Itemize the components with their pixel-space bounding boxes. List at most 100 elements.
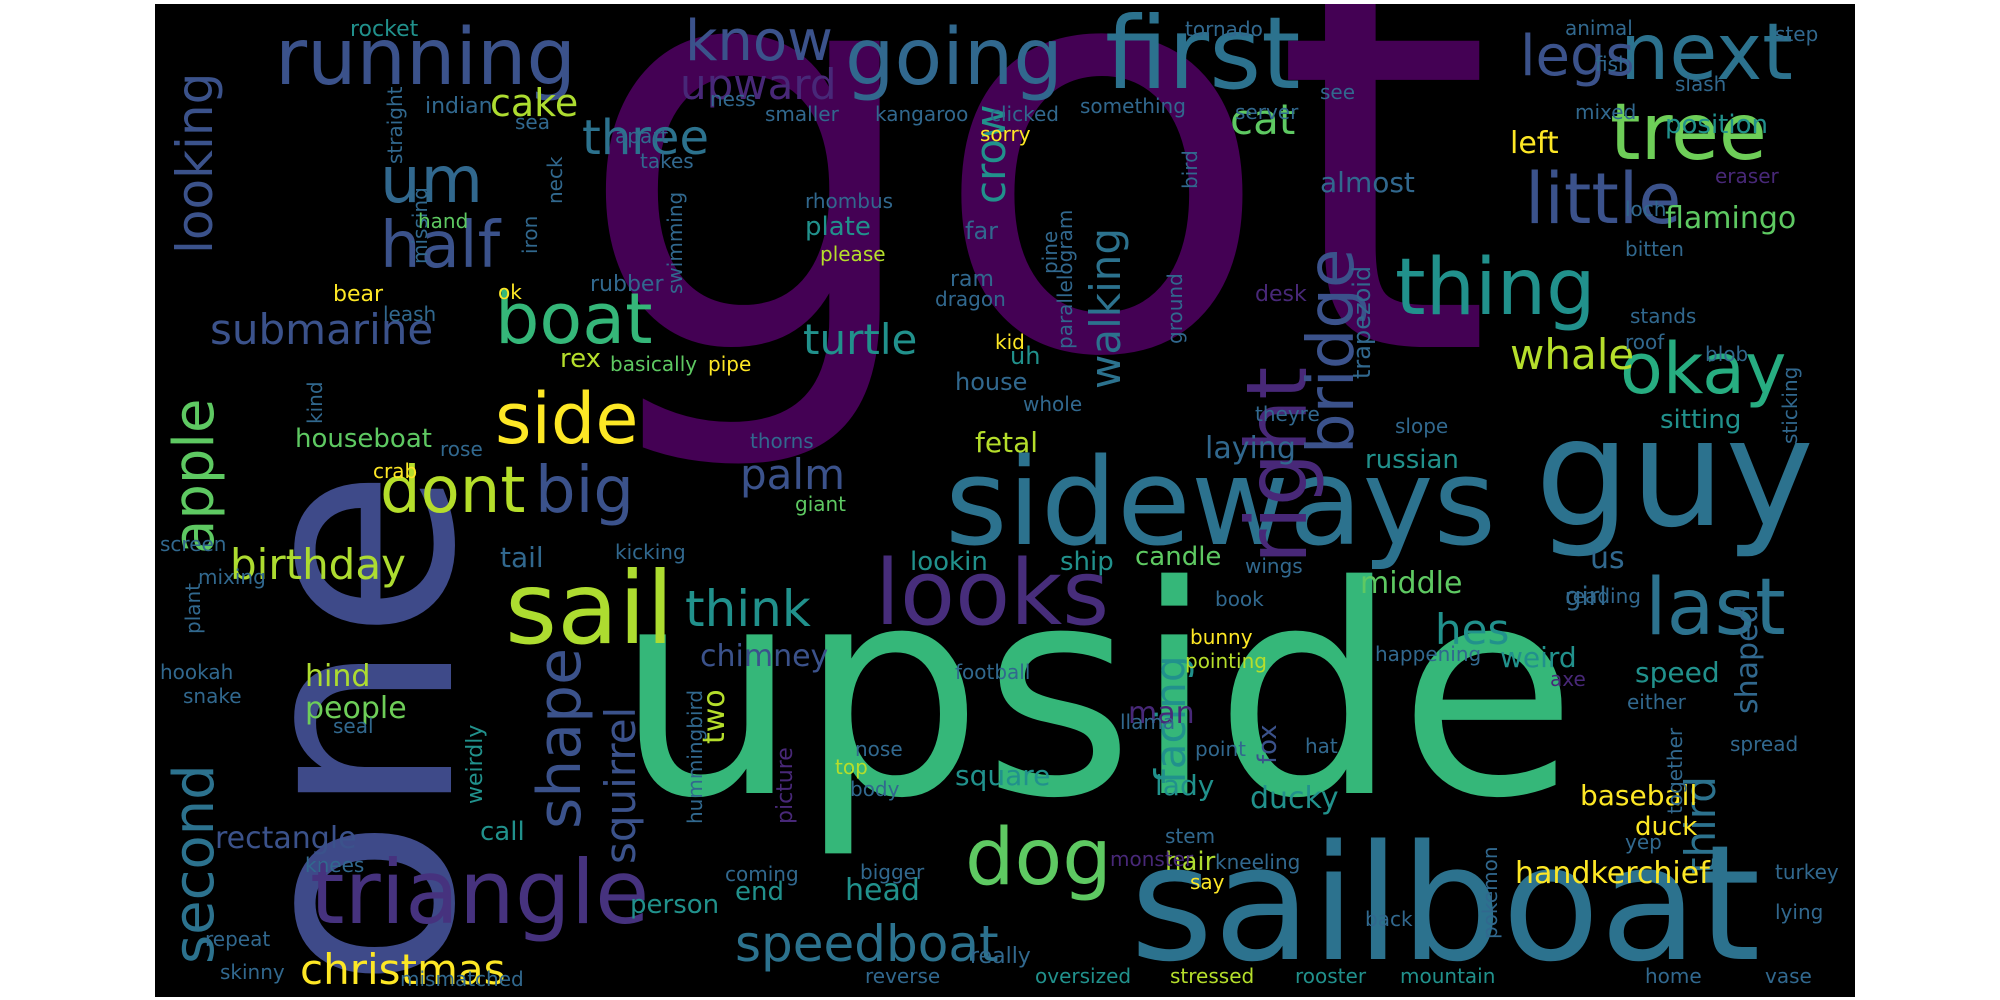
word-three: three (582, 110, 709, 166)
word-going: going (845, 13, 1063, 103)
word-legs: legs (1520, 24, 1635, 89)
word-person: person (630, 890, 720, 920)
word-shaped: shaped (1730, 604, 1765, 714)
word-hind: hind (305, 659, 371, 694)
word-sticking: sticking (1778, 366, 1802, 444)
word-lady: lady (1155, 769, 1215, 802)
word-mountain: mountain (1400, 964, 1496, 988)
word-top: top (835, 755, 868, 779)
word-say: say (1190, 870, 1225, 894)
word-kind: kind (303, 381, 327, 424)
word-almost: almost (1320, 166, 1415, 199)
word-sideways: sideways (945, 434, 1497, 573)
word-plant: plant (181, 582, 205, 634)
word-christmas: christmas (300, 945, 506, 994)
word-football: football (955, 660, 1031, 684)
word-giant: giant (795, 492, 847, 516)
word-triangle: triangle (310, 841, 650, 944)
word-pipe: pipe (708, 352, 752, 376)
word-cloud-canvas: got upside one sailboat guy sideways fir… (155, 4, 1855, 997)
word-russian: russian (1365, 445, 1459, 475)
word-last: last (1645, 563, 1786, 653)
word-leash: leash (383, 302, 437, 326)
word-bird: bird (1178, 150, 1202, 189)
word-palm: palm (740, 450, 845, 499)
word-sail: sail (505, 550, 674, 667)
word-oversized: oversized (1035, 964, 1132, 988)
word-clicked: clicked (990, 102, 1059, 126)
word-cake: cake (490, 81, 579, 125)
word-guy: guy (1535, 387, 1815, 561)
word-tree: tree (1610, 88, 1767, 178)
word-first: first (1105, 4, 1301, 112)
word-half: half (380, 209, 501, 283)
word-blob: blob (1705, 342, 1749, 366)
word-tail: tail (500, 541, 544, 574)
word-basically: basically (610, 352, 698, 376)
word-coming: coming (725, 862, 799, 886)
word-sorry: sorry (980, 122, 1031, 146)
word-speed: speed (1635, 656, 1720, 689)
word-looking: looking (166, 72, 224, 254)
word-side: side (495, 378, 639, 460)
word-bigger: bigger (860, 860, 925, 884)
word-pointing: pointing (1185, 649, 1267, 673)
word-together: together (1663, 727, 1687, 814)
word-us: us (1590, 541, 1625, 576)
word-fetal: fetal (975, 426, 1038, 459)
word-kid: kid (995, 330, 1025, 354)
word-rubber: rubber (590, 272, 664, 297)
word-something: something (1080, 94, 1186, 118)
word-theyre: theyre (1255, 402, 1320, 426)
word-slash: slash (1675, 72, 1727, 96)
word-shape: shape (525, 647, 595, 829)
word-rose: rose (440, 437, 483, 461)
word-book: book (1215, 587, 1264, 611)
word-bunny: bunny (1190, 625, 1253, 649)
word-eraser: eraser (1715, 164, 1779, 188)
word-server: server (1235, 100, 1299, 124)
word-speedboat: speedboat (735, 915, 999, 973)
word-upward: upward (680, 60, 837, 109)
word-axe: axe (1550, 667, 1586, 691)
word-rectangle: rectangle (215, 821, 357, 856)
word-submarine: submarine (210, 305, 434, 354)
word-know: know (685, 9, 833, 74)
word-takes: takes (640, 149, 694, 173)
word-sea: sea (515, 110, 550, 134)
word-apart: apart (615, 124, 669, 148)
word-ness: ness (710, 87, 756, 111)
word-roof: roof (1625, 330, 1665, 354)
word-dont: dont (380, 454, 526, 528)
word-kneeling: kneeling (1215, 850, 1301, 874)
word-cat: cat (1230, 95, 1296, 144)
word-next: next (1620, 8, 1793, 98)
word-snake: snake (183, 684, 242, 708)
word-duck: duck (1635, 812, 1698, 842)
word-repeat: repeat (205, 927, 271, 951)
word-um: um (380, 144, 483, 218)
word-whale: whale (1510, 330, 1635, 379)
word-lying: lying (1775, 900, 1824, 924)
word-turtle: turtle (803, 315, 918, 364)
word-mixing: mixing (198, 565, 266, 589)
word-thing: thing (1395, 243, 1596, 333)
word-animal: animal (1565, 16, 1633, 40)
word-okay: okay (1620, 328, 1787, 410)
word-boat: boat (495, 278, 653, 360)
word-mixed: mixed (1575, 100, 1637, 124)
word-fox: fox (1253, 724, 1283, 764)
word-swimming: swimming (663, 191, 687, 294)
word-call: call (480, 817, 525, 847)
word-parallelogram: parallelogram (1053, 209, 1077, 349)
word-thorns: thorns (750, 429, 814, 453)
word-end: end (735, 877, 784, 907)
word-people: people (305, 691, 407, 726)
word-turkey: turkey (1775, 860, 1839, 884)
word-ram: ram (950, 267, 994, 292)
word-seal: seal (333, 714, 374, 738)
word-pokemon: pokemon (1478, 846, 1502, 940)
word-dog: dog (965, 813, 1112, 903)
word-loch: loch (1625, 197, 1667, 221)
word-mismatched: mismatched (400, 967, 524, 991)
